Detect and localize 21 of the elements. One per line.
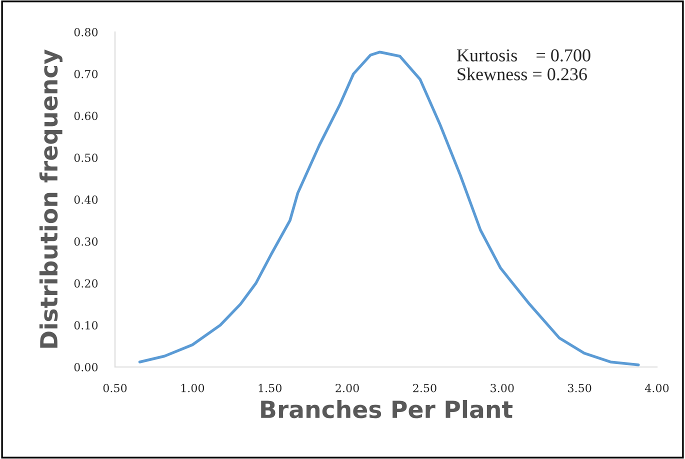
x-tick-label: 1.00 <box>181 384 204 392</box>
y-tick-label: 0.10 <box>74 321 98 330</box>
line-series <box>138 50 640 366</box>
y-tick-label: 0.70 <box>74 70 98 78</box>
x-tick-label: 2.00 <box>336 384 359 392</box>
x-tick-label: 1.50 <box>258 384 282 392</box>
annotation: Kurtosis = 0.700 Skewness = 0.236 <box>456 49 590 80</box>
x-tick-label: 4.00 <box>644 384 669 392</box>
y-tick-label: 0.40 <box>74 195 98 204</box>
y-tick-label: 0.80 <box>74 28 98 36</box>
x-tick-label: 0.50 <box>103 384 127 392</box>
y-axis-title: Distribution frequency <box>39 49 62 348</box>
x-tick-label: 3.00 <box>490 384 514 392</box>
y-tick-label: 0.20 <box>74 279 98 288</box>
y-tick-label: 0.30 <box>74 237 98 246</box>
y-tick-label: 0.60 <box>74 112 98 120</box>
y-tick-label: 0.00 <box>74 362 98 372</box>
x-axis-title: Branches Per Plant <box>261 400 512 418</box>
y-tick-label: 0.50 <box>74 154 98 162</box>
x-tick-label: 3.50 <box>568 384 592 392</box>
x-tick-label: 2.50 <box>413 384 436 392</box>
